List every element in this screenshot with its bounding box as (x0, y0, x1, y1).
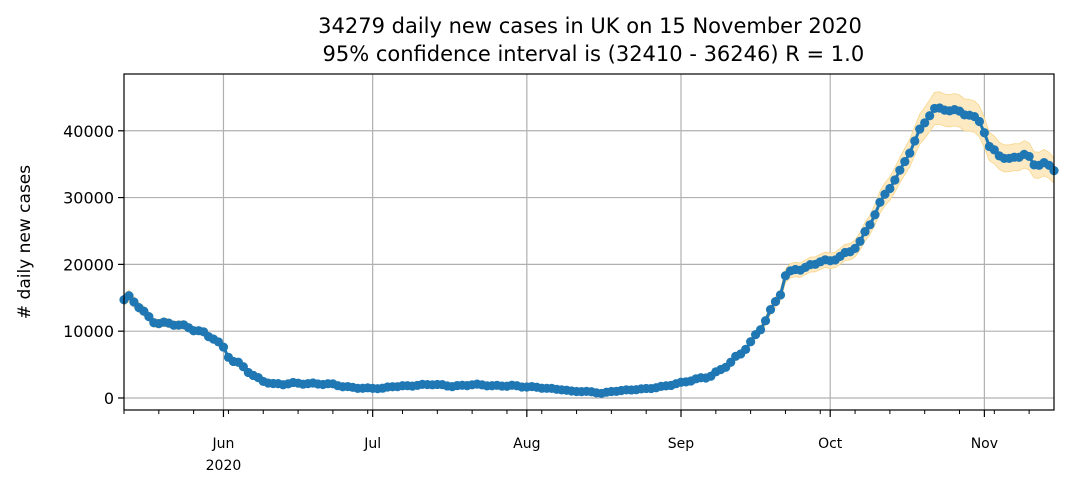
data-points (119, 103, 1059, 399)
data-point (746, 337, 756, 347)
x-tick-label: Jun (212, 436, 235, 452)
chart-title-line1: 34279 daily new cases in UK on 15 Novemb… (318, 14, 862, 38)
data-point (760, 316, 771, 326)
data-point (775, 290, 786, 300)
x-tick-label: Sep (668, 436, 695, 452)
data-point (910, 136, 920, 146)
grid-lines (124, 74, 1054, 410)
x-tick-label: Oct (818, 436, 843, 452)
data-point (770, 296, 781, 307)
data-point (124, 291, 134, 301)
data-point (218, 342, 229, 352)
x-tick-label: Aug (513, 436, 540, 452)
data-point (885, 183, 895, 194)
y-axis-ticks: 0 10000 20000 30000 40000 (63, 122, 124, 408)
data-point (870, 210, 880, 220)
y-tick-label: 0 (104, 389, 114, 408)
data-point (865, 220, 875, 230)
data-point (144, 312, 154, 322)
data-point (755, 325, 766, 335)
data-point (900, 156, 910, 167)
data-point (905, 148, 915, 158)
data-point (850, 243, 860, 253)
y-tick-label: 20000 (63, 255, 114, 274)
x-axis-ticks: Jun 2020 Jul Aug Sep Oct Nov (206, 410, 998, 474)
data-point (875, 197, 885, 207)
data-point (855, 236, 865, 246)
y-tick-label: 30000 (63, 189, 114, 208)
data-point (979, 128, 989, 138)
y-axis-label: # daily new cases (15, 165, 35, 319)
data-point (741, 344, 751, 354)
data-point (974, 116, 985, 127)
data-point (890, 175, 900, 185)
y-tick-label: 40000 (63, 122, 114, 141)
data-point (920, 118, 930, 128)
plot-frame (123, 73, 1055, 411)
chart-title-line2: 95% confidence interval is (32410 - 3624… (316, 42, 864, 66)
x-axis-minor-ticks (123, 410, 1030, 414)
y-tick-label: 10000 (63, 322, 114, 341)
x-tick-sublabel: 2020 (206, 458, 242, 474)
data-point (915, 124, 925, 134)
data-point (925, 111, 935, 121)
x-tick-label: Nov (971, 436, 998, 452)
data-point (895, 165, 905, 175)
data-point (765, 305, 776, 315)
data-point (1024, 151, 1034, 162)
x-tick-label: Jul (363, 436, 381, 452)
data-point (860, 227, 870, 237)
